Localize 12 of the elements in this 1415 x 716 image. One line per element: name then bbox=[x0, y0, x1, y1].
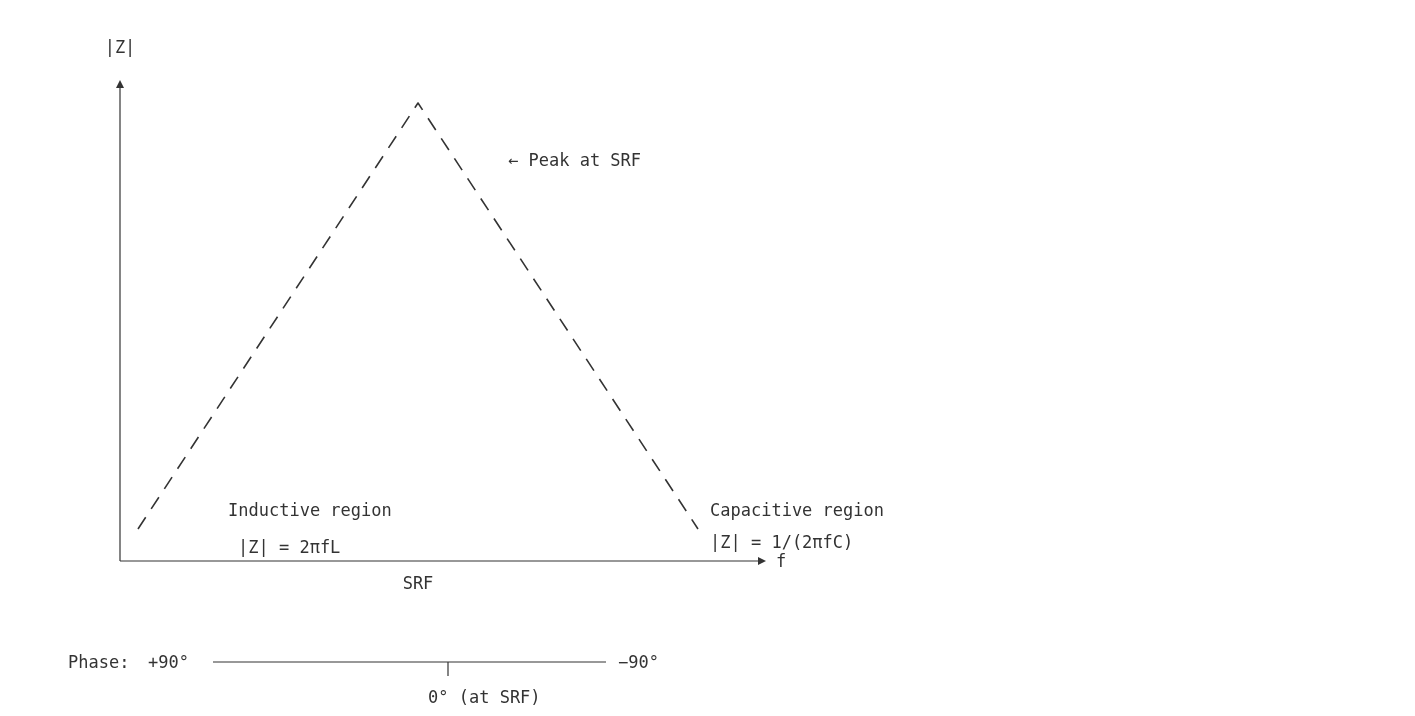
annotation: Inductive region bbox=[228, 500, 392, 520]
annotation: ← Peak at SRF bbox=[508, 150, 642, 170]
annotation: Capacitive region bbox=[710, 500, 884, 520]
y-axis-title: |Z| bbox=[104, 37, 136, 57]
text: −90° bbox=[618, 652, 659, 672]
text: +90° bbox=[148, 652, 189, 672]
text: SRF bbox=[402, 573, 434, 593]
text: 0° (at SRF) bbox=[428, 687, 541, 707]
annotation: |Z| = 1/(2πfC) bbox=[710, 532, 854, 552]
x-axis-title: f bbox=[776, 551, 787, 571]
text: Phase: bbox=[68, 652, 130, 672]
annotation: |Z| = 2πfL bbox=[238, 537, 341, 557]
